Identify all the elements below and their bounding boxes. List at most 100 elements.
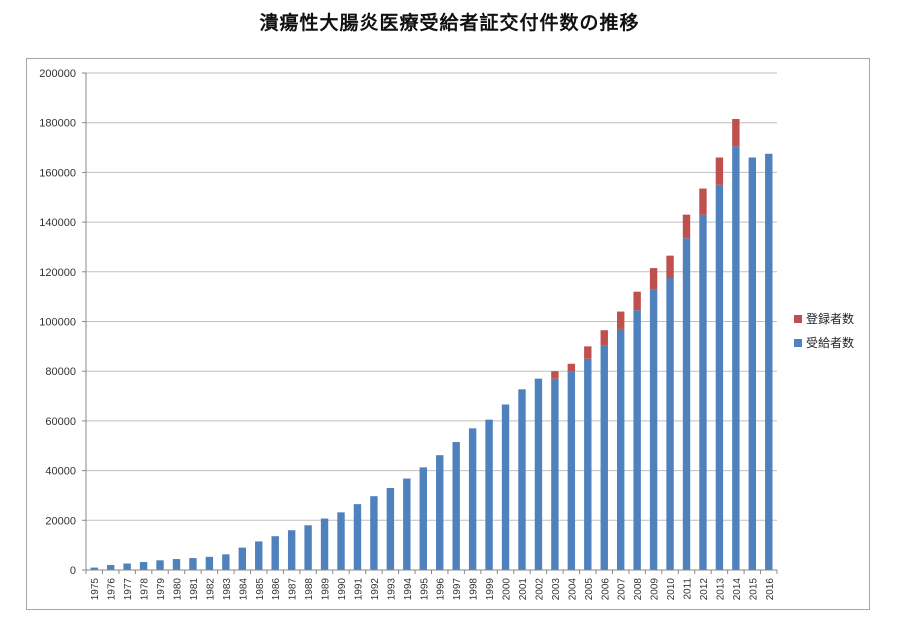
bar-recipients-1976	[106, 565, 115, 570]
bar-recipients-2011	[682, 238, 691, 570]
bar-recipients-1997	[452, 442, 460, 570]
bar-recipients-1999	[485, 419, 493, 570]
bar-registrants-2011	[682, 214, 691, 239]
bar-recipients-1977	[123, 563, 131, 570]
x-tick-labels: 1975 1976 1977 1978 1979 1980 1981 1982 1983 1984…	[90, 578, 776, 601]
bar-recipients-2004	[567, 371, 576, 570]
x-tick-label: 2013	[715, 578, 726, 601]
gridlines	[86, 72, 777, 521]
x-tick-label: 1987	[288, 578, 299, 601]
bar-recipients-1979	[156, 560, 164, 570]
bar-registrants-2012	[699, 188, 707, 215]
x-tick-label: 1999	[485, 578, 496, 601]
x-tick-label: 1976	[107, 578, 118, 601]
bar-recipients-2016	[765, 153, 773, 570]
bar-recipients-1978	[139, 562, 148, 570]
bar-recipients-1993	[386, 487, 395, 570]
legend-label: 登録者数	[806, 311, 854, 326]
y-tick-label: 180000	[39, 118, 76, 130]
y-tick-labels: 0 20000 40000 60000 80000 100000 120000 140000 1…	[39, 68, 76, 577]
x-tick-label: 1996	[436, 578, 447, 601]
chart-frame	[26, 58, 870, 610]
bar-registrants-2003	[551, 371, 559, 379]
bar-registrants-2013	[715, 157, 724, 185]
bar-registrants-2007	[617, 311, 625, 329]
x-tick-label: 1990	[337, 578, 348, 601]
bar-recipients-1990	[337, 512, 345, 570]
x-tick-label: 1995	[419, 578, 430, 601]
x-tick-label: 2015	[748, 578, 759, 601]
bar-recipients-1995	[419, 467, 427, 570]
x-tick-label: 1979	[156, 578, 167, 601]
y-tick-label: 40000	[45, 466, 76, 478]
bar-recipients-1991	[353, 504, 362, 570]
bar-recipients-2014	[732, 146, 740, 570]
bar-recipients-2015	[748, 157, 757, 571]
x-tick-label: 2011	[683, 578, 694, 600]
x-tick-label: 2000	[502, 578, 513, 601]
bar-recipients-1998	[468, 428, 477, 570]
bar-recipients-2006	[600, 345, 608, 570]
legend-swatch	[794, 315, 802, 323]
x-tick-label: 2006	[600, 578, 611, 601]
x-tick-label: 1993	[386, 578, 397, 601]
x-tick-label: 2007	[617, 578, 628, 601]
legend-swatch	[794, 339, 802, 347]
x-tick-label: 2016	[765, 578, 776, 601]
axes	[82, 72, 778, 574]
bar-recipients-2005	[584, 358, 592, 570]
bar-recipients-1994	[403, 478, 411, 570]
x-tick-label: 1983	[222, 578, 233, 601]
bar-recipients-1982	[205, 556, 214, 570]
x-tick-label: 1981	[189, 578, 200, 601]
bar-registrants-2008	[633, 291, 641, 311]
x-tick-label: 2001	[518, 578, 529, 601]
y-tick-label: 200000	[39, 68, 76, 80]
bar-recipients-1975	[90, 567, 98, 570]
bar-registrants-2010	[666, 255, 674, 279]
x-tick-label: 2012	[699, 578, 710, 601]
x-tick-label: 2010	[666, 578, 677, 601]
bar-registrants-2004	[567, 363, 576, 372]
bar-registrants-2009	[649, 268, 658, 290]
y-tick-label: 0	[70, 565, 76, 577]
bar-recipients-1989	[320, 518, 329, 570]
x-tick-label: 1977	[123, 578, 134, 601]
x-tick-label: 1991	[353, 578, 364, 601]
bar-recipients-1987	[287, 530, 296, 570]
x-tick-label: 2003	[551, 578, 562, 601]
bar-recipients-2013	[715, 184, 724, 570]
bar-recipients-1985	[255, 541, 263, 570]
x-tick-label: 1975	[90, 578, 101, 601]
x-tick-label: 1986	[271, 578, 282, 601]
x-tick-label: 2009	[650, 578, 661, 601]
x-tick-label: 1994	[403, 578, 414, 601]
bar-recipients-1996	[436, 455, 444, 570]
x-tick-label: 2005	[584, 578, 595, 601]
x-tick-label: 1992	[370, 578, 381, 601]
x-tick-label: 1989	[321, 578, 332, 601]
bar-recipients-2003	[551, 378, 559, 570]
bar-recipients-2001	[518, 389, 526, 570]
bar-recipients-1983	[222, 554, 230, 570]
bar-registrants-2006	[600, 330, 608, 346]
x-tick-label: 1998	[469, 578, 480, 601]
bar-registrants-2014	[732, 118, 740, 147]
bar-recipients-1980	[172, 559, 181, 570]
y-tick-label: 120000	[39, 267, 76, 279]
bar-recipients-2002	[534, 378, 543, 570]
y-tick-label: 60000	[45, 416, 76, 428]
bar-recipients-1992	[370, 496, 378, 570]
y-tick-label: 160000	[39, 167, 76, 179]
bar-registrants-2005	[584, 346, 592, 359]
x-tick-label: 2008	[633, 578, 644, 601]
y-tick-label: 100000	[39, 317, 76, 329]
x-tick-label: 1988	[304, 578, 315, 601]
x-tick-label: 1984	[238, 578, 249, 601]
y-tick-label: 80000	[45, 366, 76, 378]
x-tick-label: 2014	[732, 578, 743, 601]
bar-recipients-2012	[699, 214, 707, 570]
bar-recipients-2009	[649, 289, 658, 570]
